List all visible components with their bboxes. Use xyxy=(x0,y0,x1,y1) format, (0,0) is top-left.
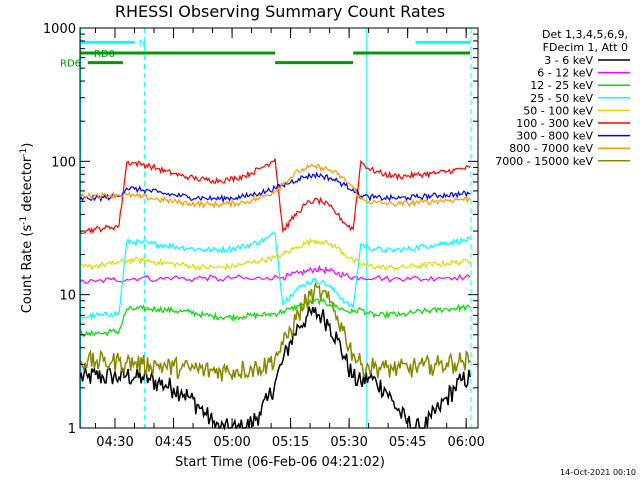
series-line xyxy=(79,163,471,209)
footer-timestamp: 14-Oct-2021 00:10 xyxy=(560,468,636,477)
plot-frame xyxy=(79,27,479,429)
y-axis-label: Count Rate (s-1 detector-1) xyxy=(19,143,35,314)
y-axis-label-part: detector xyxy=(20,156,35,216)
series-line xyxy=(79,264,471,284)
x-tick-label: 04:30 xyxy=(96,435,133,450)
chart-title: RHESSI Observing Summary Count Rates xyxy=(115,2,445,21)
legend-header-line-2: FDecim 1, Att 0 xyxy=(543,41,628,54)
y-axis-label-exponent: -1 xyxy=(19,148,29,157)
flag-bars: N RD0 RD6 xyxy=(60,38,471,70)
plot-area: N RD0 RD6 xyxy=(60,28,472,431)
y-axis-label-part: Count Rate (s xyxy=(20,225,35,314)
flag-bar-label: RD0 xyxy=(94,49,115,60)
y-tick-label: 1000 xyxy=(43,22,76,37)
series-line xyxy=(79,237,471,272)
legend-entry-label: 25 - 50 keV xyxy=(530,92,593,105)
x-tick-label: 05:00 xyxy=(213,435,250,450)
legend-entry-label: 50 - 100 keV xyxy=(523,104,593,117)
y-tick-label: 10 xyxy=(59,289,76,304)
y-axis-label-exponent: -1 xyxy=(19,216,29,225)
series-line xyxy=(79,282,471,382)
legend: Det 1,3,4,5,6,9, FDecim 1, Att 0 3 - 6 k… xyxy=(495,28,630,168)
series-line xyxy=(79,171,471,204)
series-line xyxy=(79,231,471,321)
x-tick-label: 05:45 xyxy=(389,435,426,450)
legend-entry-label: 6 - 12 keV xyxy=(537,67,593,80)
x-tick-label: 04:45 xyxy=(155,435,192,450)
series-line xyxy=(79,158,471,235)
x-tick-label: 05:30 xyxy=(330,435,367,450)
legend-header-line-1: Det 1,3,4,5,6,9, xyxy=(542,28,628,41)
x-axis-label: Start Time (06-Feb-06 04:21:02) xyxy=(175,455,385,470)
legend-entry-label: 12 - 25 keV xyxy=(530,79,593,92)
y-axis: 1 10 100 1000 xyxy=(43,22,478,437)
x-axis: 04:30 04:45 05:00 05:15 05:30 05:45 06:00 xyxy=(94,28,485,450)
legend-entry-label: 100 - 300 keV xyxy=(516,117,593,130)
legend-entry-label: 7000 - 15000 keV xyxy=(495,155,593,168)
y-axis-label-part: ) xyxy=(20,143,35,148)
legend-entry-label: 3 - 6 keV xyxy=(544,54,593,67)
flag-bar-label: N xyxy=(139,38,146,49)
data-series xyxy=(79,158,471,431)
legend-entry-label: 300 - 800 keV xyxy=(516,130,593,143)
y-tick-label: 1 xyxy=(68,422,76,437)
series-line xyxy=(79,297,471,338)
legend-entry-label: 800 - 7000 keV xyxy=(509,142,593,155)
x-tick-label: 06:00 xyxy=(447,435,484,450)
x-tick-label: 05:15 xyxy=(272,435,309,450)
flag-bar-label: RD6 xyxy=(60,59,81,70)
y-tick-label: 100 xyxy=(51,155,76,170)
